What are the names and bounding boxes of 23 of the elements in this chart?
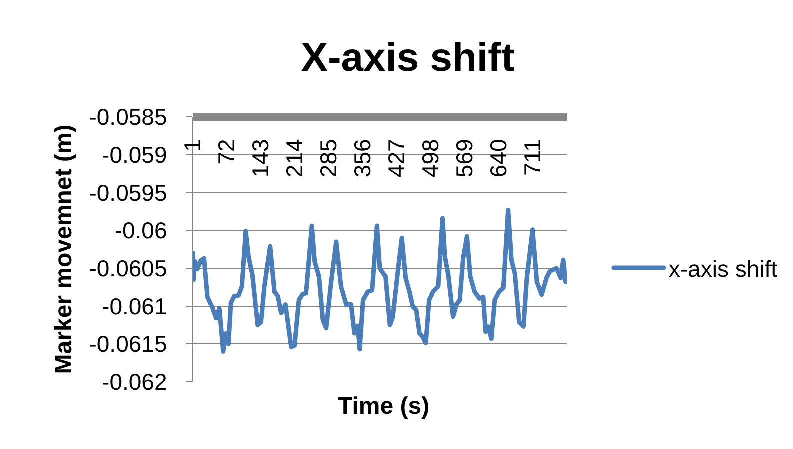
x-tick-label: 214 bbox=[282, 138, 308, 178]
y-tick-label: -0.0615 bbox=[89, 331, 168, 358]
x-tick-label: 569 bbox=[452, 139, 478, 178]
y-tick-label: -0.0585 bbox=[89, 104, 168, 130]
y-tick-label: -0.06 bbox=[114, 218, 168, 244]
x-tick-label: 1 bbox=[180, 139, 206, 152]
chart-title: X-axis shift bbox=[301, 36, 515, 80]
x-tick-label: 427 bbox=[384, 139, 410, 178]
y-tick-label: -0.062 bbox=[102, 369, 168, 396]
y-tick-label: -0.0605 bbox=[89, 255, 168, 282]
x-axis-title: Time (s) bbox=[338, 393, 430, 420]
y-tick-label: -0.0595 bbox=[89, 180, 168, 206]
x-tick-label: 498 bbox=[418, 139, 444, 178]
x-tick-label: 143 bbox=[248, 139, 274, 178]
y-tick-label: -0.059 bbox=[102, 142, 168, 168]
x-tick-label: 285 bbox=[316, 139, 342, 178]
y-axis-title: Marker movemnet (m) bbox=[50, 124, 78, 374]
legend-label: x-axis shift bbox=[668, 256, 778, 282]
x-tick-label: 356 bbox=[350, 139, 376, 178]
x-tick-label: 72 bbox=[214, 139, 240, 165]
x-tick-label: 640 bbox=[486, 139, 512, 178]
x-tick-label: 711 bbox=[520, 139, 546, 176]
y-tick-label: -0.061 bbox=[102, 293, 168, 320]
